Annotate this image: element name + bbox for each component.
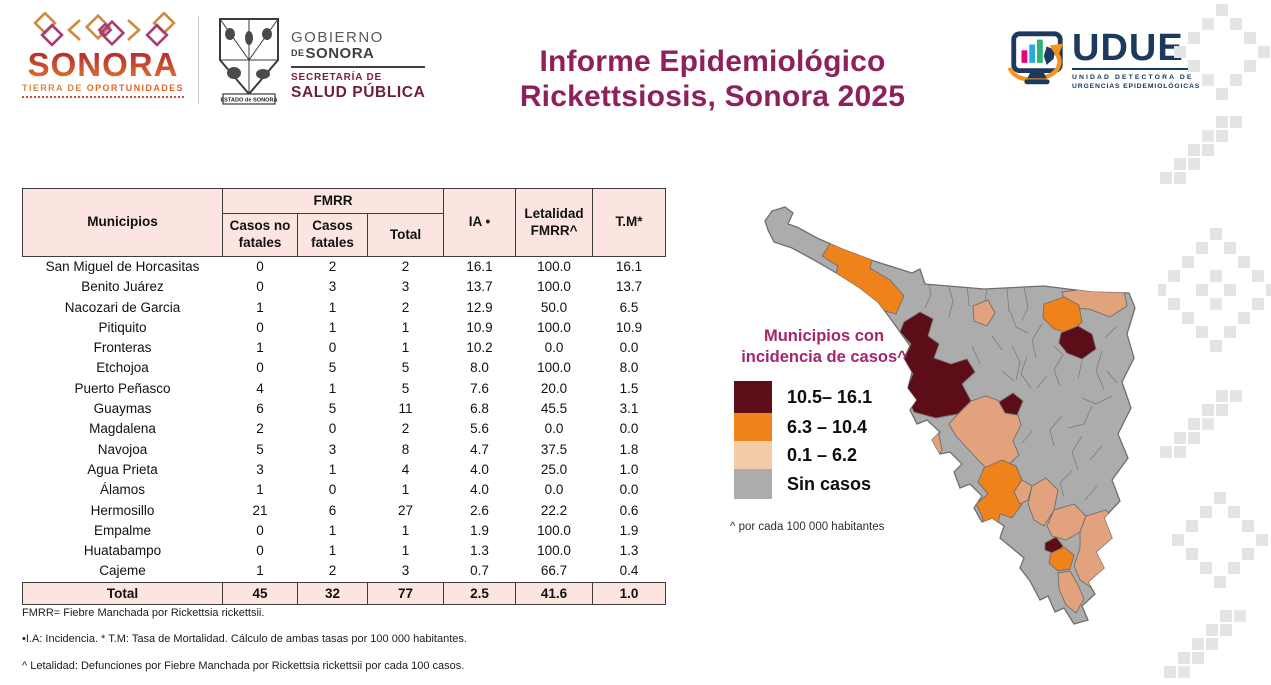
table-row: Huatabampo 0 1 1 1.3 100.0 1.3 bbox=[23, 541, 666, 561]
cases-table-container: Municipios FMRR IA • Letalidad FMRR^ T.M… bbox=[22, 188, 667, 605]
legend-item-high: 10.5– 16.1 bbox=[734, 381, 928, 414]
map-legend-title: Municipios con incidencia de casos^ bbox=[741, 327, 907, 366]
sonora-wordmark: SONORA bbox=[16, 48, 190, 81]
map-region-etchojoa bbox=[1048, 546, 1075, 572]
cell-municipio: Álamos bbox=[99, 482, 145, 498]
table-body: San Miguel de Horcasitas 0 2 2 16.1 100.0 16.1… bbox=[23, 257, 666, 583]
col-header-tm: T.M* bbox=[592, 188, 667, 257]
map-region-guaymas bbox=[975, 459, 1023, 535]
udue-logo: UDUE UNIDAD DETECTORA DE URGENCIAS EPIDE… bbox=[1006, 27, 1201, 91]
map-legend: Municipios con incidencia de casos^ 10.5… bbox=[720, 326, 928, 533]
table-row: Nacozari de Garcia 1 1 2 12.9 50.0 6.5 bbox=[23, 298, 666, 318]
col-header-municipios: Municipios bbox=[22, 188, 223, 257]
udue-text: UDUE UNIDAD DETECTORA DE URGENCIAS EPIDE… bbox=[1072, 27, 1201, 91]
cell-municipio: San Miguel de Horcasitas bbox=[45, 259, 200, 274]
map-municipal-boundaries bbox=[924, 275, 1118, 502]
gobierno-logo-text: GOBIERNO DESONORA SECRETARÍA DE SALUD PÚ… bbox=[291, 16, 425, 101]
table-row: Álamos 1 0 1 4.0 0.0 0.0 bbox=[23, 480, 666, 500]
legend-item-mid: 6.3 – 10.4 bbox=[734, 413, 928, 442]
gobierno-rule bbox=[291, 65, 425, 68]
legend-item-low: 0.1 – 6.2 bbox=[734, 441, 928, 470]
gobierno-line2: DESONORA bbox=[291, 44, 375, 62]
footnote-fmrr: FMRR= Fiebre Manchada por Rickettsia ric… bbox=[22, 607, 265, 619]
cell-municipio: Guaymas bbox=[93, 401, 152, 417]
cell-municipio: Pitiquito bbox=[98, 319, 147, 335]
table-row: Fronteras 1 0 1 10.2 0.0 0.0 bbox=[23, 338, 666, 358]
col-header-casos-no-fatales: Casos no fatales bbox=[222, 213, 298, 257]
udue-monitor-icon bbox=[1007, 31, 1064, 85]
sonora-logo: SONORA TIERRA DE OPORTUNIDADES bbox=[16, 12, 190, 98]
table-row: Benito Juárez 0 3 3 13.7 100.0 13.7 bbox=[23, 277, 666, 297]
table-row: Agua Prieta 3 1 4 4.0 25.0 1.0 bbox=[23, 460, 666, 480]
footnotes: FMRR= Fiebre Manchada por Rickettsia ric… bbox=[22, 607, 662, 685]
footnote-letalidad: ^ Letalidad: Defunciones por Fiebre Manc… bbox=[22, 659, 465, 672]
legend-swatch-orange bbox=[734, 413, 772, 442]
cell-municipio: Nacozari de Garcia bbox=[64, 299, 181, 315]
table-row: San Miguel de Horcasitas 0 2 2 16.1 100.0 16.1 bbox=[23, 257, 666, 278]
table-header: Municipios FMRR IA • Letalidad FMRR^ T.M… bbox=[22, 188, 667, 257]
table-row: Hermosillo 21 6 27 2.6 22.2 0.6 bbox=[23, 501, 666, 521]
cell-municipio: Benito Juárez bbox=[81, 279, 164, 295]
cell-municipio: Etchojoa bbox=[96, 360, 149, 376]
total-label: Total bbox=[22, 581, 223, 605]
col-header-letalidad: Letalidad FMRR^ bbox=[515, 188, 594, 257]
map-region-san-miguel-horcasitas bbox=[998, 392, 1024, 416]
map-region-hermosillo bbox=[948, 395, 1022, 474]
map-region-cajeme bbox=[1027, 477, 1059, 527]
col-header-fmrr: FMRR bbox=[221, 188, 445, 214]
map-region-navojoa bbox=[1046, 503, 1087, 541]
gobierno-line1: GOBIERNO bbox=[291, 29, 384, 46]
table-row: Navojoa 5 3 8 4.7 37.5 1.8 bbox=[23, 440, 666, 460]
table-row: Guaymas 6 5 11 6.8 45.5 3.1 bbox=[23, 399, 666, 419]
map-region-magdalena bbox=[972, 299, 996, 327]
svg-text:ESTADO de SONORA: ESTADO de SONORA bbox=[220, 98, 277, 104]
table-row: Cajeme 1 2 3 0.7 66.7 0.4 bbox=[23, 561, 666, 582]
map-region-huatabampo bbox=[1057, 570, 1085, 614]
col-header-total: Total bbox=[366, 213, 445, 257]
page-title: Informe Epidemiológico Rickettsiosis, Son… bbox=[519, 45, 906, 114]
footnote-ia-tm: •I.A: Incidencia. * T.M: Tasa de Mortali… bbox=[22, 633, 467, 646]
col-header-ia: IA • bbox=[443, 188, 517, 257]
map-legend-footnote: ^ por cada 100 000 habitantes bbox=[730, 521, 885, 534]
secretaria-line1: SECRETARÍA DE bbox=[291, 71, 382, 83]
map-legend-rows: 10.5– 16.1 6.3 – 10.4 0.1 – 6.2 Sin caso… bbox=[734, 381, 928, 500]
table-total-row: Total 45 32 77 2.5 41.6 1.0 bbox=[22, 581, 667, 605]
table-row: Puerto Peñasco 4 1 5 7.6 20.0 1.5 bbox=[23, 379, 666, 399]
legend-swatch-peach bbox=[734, 441, 772, 470]
sonora-choropleth-map bbox=[764, 206, 1136, 625]
cell-municipio: Empalme bbox=[93, 522, 152, 538]
table-row: Pitiquito 0 1 1 10.9 100.0 10.9 bbox=[23, 318, 666, 338]
cell-municipio: Hermosillo bbox=[90, 502, 155, 518]
udue-caption: UNIDAD DETECTORA DE URGENCIAS EPIDEMIOLÓ… bbox=[1072, 68, 1201, 91]
sonora-coat-of-arms-icon: ESTADO de SONORA bbox=[219, 18, 279, 105]
legend-item-none: Sin casos bbox=[734, 469, 928, 500]
cell-municipio: Navojoa bbox=[97, 441, 148, 457]
table-row: Empalme 0 1 1 1.9 100.0 1.9 bbox=[23, 521, 666, 541]
cases-table: Municipios FMRR IA • Letalidad FMRR^ T.M… bbox=[22, 188, 667, 605]
table-row: Magdalena 2 0 2 5.6 0.0 0.0 bbox=[23, 419, 666, 439]
cell-municipio: Fronteras bbox=[93, 340, 152, 356]
sonora-pattern-icon bbox=[33, 12, 176, 47]
udue-acronym: UDUE bbox=[1072, 27, 1184, 69]
decorative-pixel-pattern bbox=[1158, 0, 1271, 685]
map-region-nacozari bbox=[1058, 325, 1097, 360]
header-divider bbox=[198, 16, 199, 104]
cell-municipio: Huatabampo bbox=[83, 543, 162, 559]
legend-swatch-gray bbox=[734, 469, 772, 500]
legend-swatch-maroon bbox=[734, 381, 772, 414]
cell-municipio: Cajeme bbox=[99, 563, 146, 579]
cell-municipio: Puerto Peñasco bbox=[74, 380, 171, 396]
sonora-tagline: TIERRA DE OPORTUNIDADES bbox=[22, 83, 184, 98]
pixel-pattern-icon bbox=[1158, 4, 1271, 678]
col-header-casos-fatales: Casos fatales bbox=[297, 213, 368, 257]
table-row: Etchojoa 0 5 5 8.0 100.0 8.0 bbox=[23, 358, 666, 378]
cell-municipio: Magdalena bbox=[89, 421, 156, 437]
secretaria-line2: SALUD PÚBLICA bbox=[291, 83, 426, 101]
cell-municipio: Agua Prieta bbox=[87, 461, 158, 477]
gobierno-sonora-logo: ESTADO de SONORA GOBIERNO DESONORA SECRE… bbox=[216, 16, 425, 106]
